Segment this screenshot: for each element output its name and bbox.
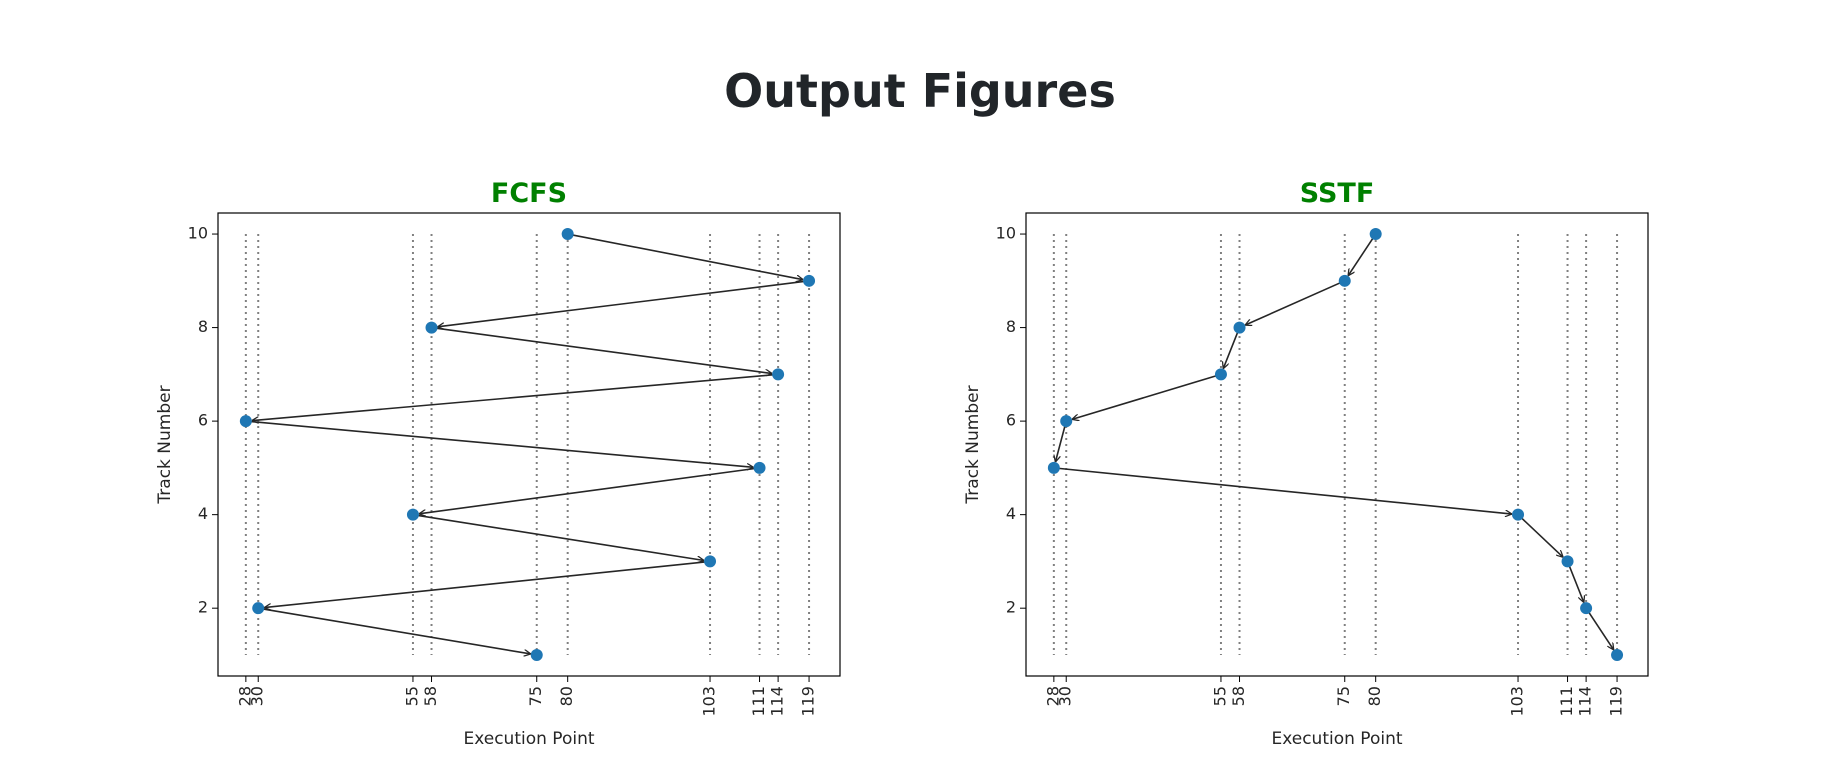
y-tick-label: 10 <box>188 224 208 243</box>
data-point <box>561 228 574 241</box>
data-point <box>1060 415 1073 428</box>
y-tick-label: 4 <box>198 504 208 523</box>
x-tick-label: 28 <box>1043 686 1062 706</box>
x-tick-label: 114 <box>1576 686 1595 717</box>
y-tick-label: 8 <box>198 317 208 336</box>
y-tick-label: 2 <box>198 598 208 617</box>
plot-frame <box>217 212 841 677</box>
x-tick-label: 80 <box>557 686 576 706</box>
x-tick-label: 111 <box>1557 686 1576 717</box>
data-point <box>704 555 717 568</box>
arrow-line <box>1585 607 1614 650</box>
data-point <box>252 602 265 615</box>
arrow-line <box>258 607 531 654</box>
x-tick-label: 103 <box>1508 686 1527 717</box>
data-point <box>1369 228 1382 241</box>
x-tick-label: 30 <box>1056 686 1075 706</box>
data-point <box>1561 555 1574 568</box>
y-tick-label: 8 <box>1006 317 1016 336</box>
chart-title: FCFS <box>491 178 567 209</box>
arrow-line <box>1072 373 1222 419</box>
y-tick-label: 2 <box>1006 598 1016 617</box>
y-axis-label: Track Number <box>155 385 175 504</box>
arrow-line <box>245 420 754 467</box>
arrow-line <box>567 233 803 280</box>
data-point <box>530 648 543 661</box>
y-axis-label: Track Number <box>963 385 983 504</box>
arrow-line <box>1223 327 1241 369</box>
x-tick-label: 58 <box>1229 686 1248 706</box>
x-axis-label: Execution Point <box>1271 729 1402 749</box>
x-tick-label: 58 <box>421 686 440 706</box>
x-tick-label: 28 <box>235 686 254 706</box>
data-point <box>406 508 419 521</box>
arrow-line <box>1245 280 1346 325</box>
arrow-line <box>1566 561 1584 602</box>
arrow-line <box>431 326 773 374</box>
arrow-line <box>264 560 711 607</box>
arrow-line <box>1517 514 1563 558</box>
x-tick-label: 30 <box>248 686 267 706</box>
data-point <box>1338 274 1351 287</box>
data-point <box>1580 602 1593 615</box>
chart-title: SSTF <box>1300 178 1375 209</box>
data-point <box>1512 508 1525 521</box>
x-tick-label: 55 <box>402 686 421 706</box>
x-tick-label: 55 <box>1210 686 1229 706</box>
arrow-line <box>412 513 704 561</box>
arrow-line <box>1055 420 1068 462</box>
plot-frame <box>1025 212 1649 677</box>
data-point <box>803 274 816 287</box>
x-tick-label: 80 <box>1365 686 1384 706</box>
arrow-line <box>1348 233 1377 276</box>
x-tick-label: 75 <box>526 686 545 706</box>
arrow-line <box>1053 467 1512 514</box>
data-point <box>1214 368 1227 381</box>
y-tick-label: 6 <box>198 411 208 430</box>
arrow-line <box>252 373 779 420</box>
x-tick-label: 103 <box>700 686 719 717</box>
y-tick-label: 6 <box>1006 411 1016 430</box>
data-point <box>772 368 785 381</box>
x-tick-label: 119 <box>1607 686 1626 717</box>
x-tick-label: 114 <box>768 686 787 717</box>
x-tick-label: 119 <box>799 686 818 717</box>
data-point <box>753 461 766 474</box>
data-point <box>1233 321 1246 334</box>
page-title: Output Figures <box>724 64 1116 118</box>
x-tick-label: 111 <box>749 686 768 717</box>
y-tick-label: 10 <box>996 224 1016 243</box>
data-point <box>239 415 252 428</box>
y-tick-label: 4 <box>1006 504 1016 523</box>
x-axis-label: Execution Point <box>463 729 594 749</box>
data-point <box>1047 461 1060 474</box>
data-point <box>425 321 438 334</box>
arrow-line <box>437 280 810 327</box>
x-tick-label: 75 <box>1334 686 1353 706</box>
arrow-line <box>419 467 760 514</box>
data-point <box>1611 648 1624 661</box>
